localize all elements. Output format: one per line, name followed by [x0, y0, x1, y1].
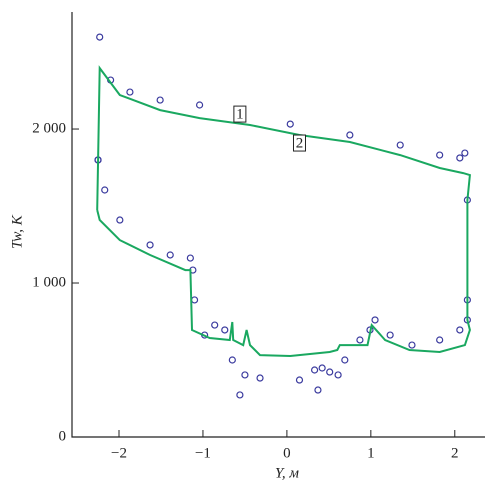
- x-tick-label: 0: [283, 445, 291, 461]
- y-tick-label: 2 000: [32, 120, 66, 136]
- data-point: [190, 296, 199, 304]
- data-point: [456, 154, 464, 162]
- annotation-box: [233, 105, 247, 123]
- data-point: [314, 386, 322, 394]
- data-point: [461, 149, 469, 157]
- x-tick-label: −2: [111, 445, 127, 461]
- data-point: [436, 336, 444, 344]
- data-point: [286, 120, 294, 128]
- y-tick-label: 1 000: [32, 274, 66, 290]
- annotation-box: [292, 134, 306, 152]
- x-tick-label: −1: [195, 445, 211, 461]
- data-point: [236, 391, 244, 399]
- data-point: [228, 356, 236, 364]
- data-point: [146, 241, 154, 249]
- data-point: [96, 33, 104, 41]
- data-point: [371, 316, 379, 324]
- data-point: [101, 186, 109, 194]
- data-point: [408, 341, 416, 349]
- data-point: [318, 364, 326, 372]
- data-point: [346, 131, 354, 139]
- data-point: [436, 151, 444, 159]
- data-point: [295, 376, 304, 384]
- data-point: [334, 371, 342, 379]
- data-point: [256, 374, 264, 382]
- y-axis-label: Tw, K: [9, 214, 25, 249]
- data-point: [166, 251, 174, 259]
- data-point: [156, 96, 164, 104]
- data-point: [116, 216, 124, 224]
- annotation: 2: [296, 135, 304, 151]
- x-axis-label: Y, м: [275, 465, 299, 481]
- x-tick-label: 2: [451, 445, 459, 461]
- data-point: [195, 101, 204, 109]
- annotation: 1: [236, 107, 244, 123]
- data-point: [126, 88, 134, 96]
- data-point: [356, 336, 364, 344]
- data-point: [310, 366, 319, 374]
- data-point: [386, 331, 394, 339]
- data-point: [241, 371, 249, 379]
- data-point: [221, 326, 229, 334]
- data-point: [456, 326, 464, 334]
- data-point: [211, 321, 219, 329]
- data-line: [96, 65, 471, 358]
- data-point: [186, 254, 194, 262]
- y-tick-label: 0: [59, 428, 67, 444]
- axes: [71, 12, 485, 438]
- data-point: [396, 141, 404, 149]
- data-point: [341, 356, 349, 364]
- data-point: [326, 368, 334, 376]
- x-tick-label: 1: [367, 445, 375, 461]
